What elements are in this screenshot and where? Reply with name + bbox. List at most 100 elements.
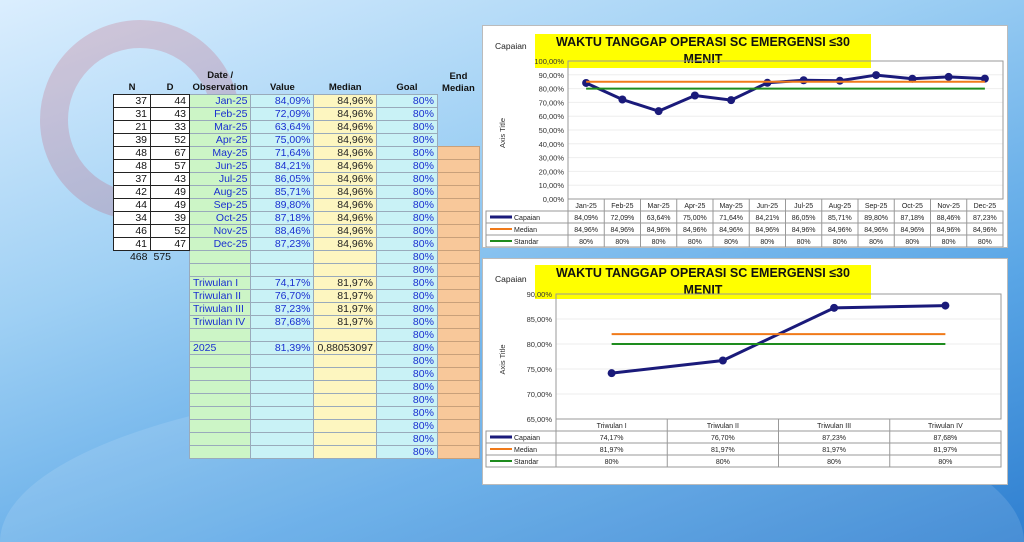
date-cell: Dec-25 xyxy=(188,237,252,251)
y-tick-label: 65,00% xyxy=(527,415,553,424)
median-cell: 84,96% xyxy=(313,198,377,212)
header-goal: Goal xyxy=(396,82,418,93)
value-cell: 75,00% xyxy=(250,133,315,147)
d-cell: 44 xyxy=(150,94,190,108)
median-cell: 84,96% xyxy=(313,133,377,147)
header-d: D xyxy=(166,82,174,93)
end-median-cell xyxy=(436,406,480,420)
n-cell: 44 xyxy=(113,198,151,212)
goal-cell: 80% xyxy=(375,445,438,459)
value-cell: 87,18% xyxy=(250,211,315,225)
y-tick-label: 90,00% xyxy=(539,71,565,80)
date-cell: Sep-25 xyxy=(188,198,252,212)
d-cell: 57 xyxy=(150,159,190,173)
goal-cell: 80% xyxy=(375,263,438,277)
median-cell: 84,96% xyxy=(313,172,377,186)
x-tick-label: Dec-25 xyxy=(974,203,997,210)
value-cell: 81,39% xyxy=(250,341,315,355)
end-median-cell xyxy=(436,237,480,251)
value-cell xyxy=(250,445,315,459)
table-row: 80% xyxy=(114,393,480,407)
date-cell xyxy=(188,393,252,407)
y-tick-label: 40,00% xyxy=(539,140,565,149)
n-cell: 41 xyxy=(113,237,151,251)
data-label: 84,96% xyxy=(792,227,816,234)
value-cell xyxy=(250,263,315,277)
data-point xyxy=(718,356,727,365)
median-cell xyxy=(313,354,377,368)
d-cell: 49 xyxy=(150,185,190,199)
x-tick-label: Triwulan IV xyxy=(928,423,963,430)
y-tick-label: 80,00% xyxy=(539,85,565,94)
data-point xyxy=(618,95,627,104)
date-cell: Triwulan IV xyxy=(188,315,252,329)
goal-cell: 80% xyxy=(375,276,438,290)
value-cell: 84,21% xyxy=(250,159,315,173)
data-label: 81,97% xyxy=(600,447,624,454)
n-cell: 31 xyxy=(113,107,151,121)
end-median-cell xyxy=(437,134,479,147)
data-label: 86,05% xyxy=(792,215,816,222)
empty-cell xyxy=(114,303,151,316)
header-end-line1: End xyxy=(449,70,468,82)
legend-label: Median xyxy=(514,227,537,234)
empty-cell xyxy=(151,355,190,368)
data-label: 84,96% xyxy=(719,227,743,234)
value-cell xyxy=(250,432,315,446)
x-tick-label: Triwulan III xyxy=(817,423,851,430)
end-median-cell xyxy=(436,224,480,238)
d-cell: 43 xyxy=(150,172,190,186)
empty-cell xyxy=(151,342,190,355)
y-tick-label: 100,00% xyxy=(534,57,564,66)
end-median-cell xyxy=(436,341,480,355)
end-median-cell xyxy=(436,302,480,316)
d-cell: 33 xyxy=(150,120,190,134)
table-row: 41 47 Dec-25 87,23% 84,96% 80% xyxy=(113,237,480,251)
y-tick-label: 75,00% xyxy=(527,365,553,374)
end-median-cell xyxy=(437,121,479,134)
date-cell: Nov-25 xyxy=(188,224,252,238)
median-cell: 81,97% xyxy=(313,276,377,290)
y-axis-title: Axis Title xyxy=(498,118,507,148)
end-median-cell xyxy=(436,263,480,277)
date-cell: Jul-25 xyxy=(188,172,252,186)
median-cell: 84,96% xyxy=(313,146,377,160)
data-label: 80% xyxy=(942,239,956,246)
legend-label: Standar xyxy=(514,459,539,466)
y-tick-label: 80,00% xyxy=(527,340,553,349)
data-label: 87,23% xyxy=(973,215,997,222)
y-tick-label: 70,00% xyxy=(527,390,553,399)
median-cell: 84,96% xyxy=(313,211,377,225)
data-label: 87,23% xyxy=(822,435,846,442)
data-label: 81,97% xyxy=(822,447,846,454)
median-cell: 84,96% xyxy=(313,159,377,173)
data-label: 80% xyxy=(905,239,919,246)
data-label: 87,18% xyxy=(901,215,925,222)
median-cell: 81,97% xyxy=(313,302,377,316)
data-point xyxy=(980,74,989,83)
median-cell: 0,88053097 xyxy=(313,341,377,355)
value-cell: 89,80% xyxy=(250,198,315,212)
data-label: 81,97% xyxy=(934,447,958,454)
chart-monthly: WAKTU TANGGAP OPERASI SC EMERGENSI ≤30 M… xyxy=(482,25,1008,248)
median-cell xyxy=(313,445,377,459)
empty-cell xyxy=(151,277,190,290)
y-axis-top-label: Capaian xyxy=(495,274,527,284)
data-label: 80% xyxy=(605,459,619,466)
data-label: 80% xyxy=(797,239,811,246)
x-tick-label: Sep-25 xyxy=(865,203,888,210)
empty-cell xyxy=(114,277,151,290)
goal-cell: 80% xyxy=(375,198,438,212)
y-axis-top-label: Capaian xyxy=(495,41,527,51)
data-label: 80% xyxy=(760,239,774,246)
n-cell: 39 xyxy=(113,133,151,147)
d-cell: 52 xyxy=(150,133,190,147)
goal-cell: 80% xyxy=(375,393,438,407)
data-label: 80% xyxy=(615,239,629,246)
header-median: Median xyxy=(328,82,362,93)
data-label: 71,64% xyxy=(719,215,743,222)
end-median-cell xyxy=(437,108,479,121)
header-date: Date / Observation xyxy=(190,70,251,95)
median-cell: 81,97% xyxy=(313,289,377,303)
header-value: Value xyxy=(270,82,295,93)
